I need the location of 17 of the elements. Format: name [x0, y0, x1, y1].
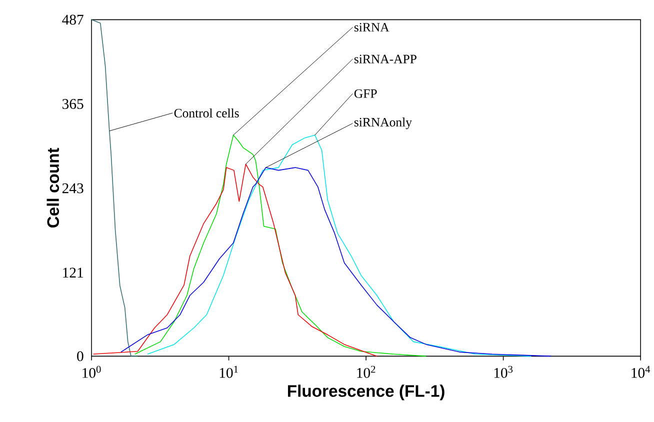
- text: siRNA-APP: [354, 54, 416, 64]
- text: GFP: [354, 89, 377, 98]
- text: siRNA: [354, 22, 390, 32]
- x-tick-label: 10$^{3}$: [494, 366, 513, 378]
- y-tick-label: 243: [62, 183, 84, 194]
- text: Control cells: [174, 108, 239, 118]
- y-tick-label: 121: [63, 268, 83, 278]
- text: siRNAonly: [354, 117, 412, 130]
- y-tick-label: 365: [62, 98, 84, 109]
- x-tick-label: 10$^{1}$: [220, 366, 238, 378]
- y-tick-label: 487: [62, 14, 84, 25]
- x-tick-label: 10$^{0}$: [82, 366, 101, 378]
- x-tick-label: 10$^{4}$: [632, 366, 650, 378]
- x-tick-label: 10$^{2}$: [357, 366, 376, 378]
- y-axis-title: Cell count: [46, 148, 60, 228]
- x-axis-title: Fluorescence (FL-1): [288, 384, 444, 400]
- y-tick-label: 0: [77, 351, 84, 362]
